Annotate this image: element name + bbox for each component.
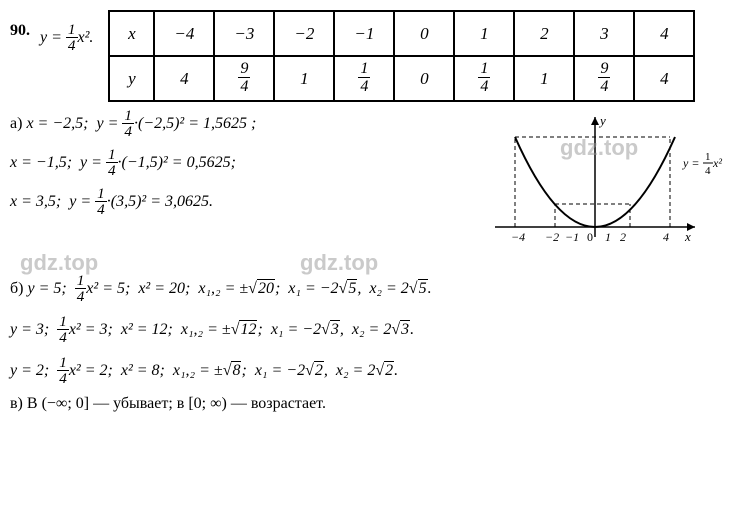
table-cell: 14 <box>454 56 514 101</box>
calc-line: y = 2; 14x² = 2; x² = 8; x₁,₂ = ±8; x₁ =… <box>10 353 725 388</box>
calc-line: x = −1,5; y = 14·(−1,5)² = 0,5625; <box>10 147 485 180</box>
parabola-graph: −4 −2 −1 0 1 2 4 x y y = 1 4 x² <box>485 107 725 257</box>
svg-text:4: 4 <box>705 165 711 177</box>
radicand: 3 <box>330 320 340 338</box>
calc-expr: ·(−2,5)² = 1,5625 ; <box>134 115 256 132</box>
svg-text:−4: −4 <box>511 230 525 244</box>
x-value: x = 3,5; <box>10 193 61 210</box>
svg-text:x²: x² <box>712 156 722 170</box>
eq: x² = 2; <box>69 362 113 379</box>
value-table: x −4 −3 −2 −1 0 1 2 3 4 y 4 94 1 14 0 14… <box>108 10 695 102</box>
eq: x² = 5; <box>86 280 130 297</box>
calc-line: x = 3,5; y = 14·(3,5)² = 3,0625. <box>10 186 485 219</box>
table-cell: 4 <box>154 56 214 101</box>
calc-expr: ·(−1,5)² = 0,5625; <box>118 154 236 171</box>
calc-line: б) y = 5; 14x² = 5; x² = 20; x₁,₂ = ±20;… <box>10 271 725 306</box>
sol: x₁,₂ = ± <box>173 362 223 379</box>
radicand: 5 <box>418 279 428 297</box>
eq: x² = 8; <box>121 362 165 379</box>
svg-text:4: 4 <box>663 230 669 244</box>
x2: x₂ = 2 <box>352 321 391 338</box>
x1: x₁ = −2 <box>288 280 338 297</box>
part-a-section: а) x = −2,5; y = 14·(−2,5)² = 1,5625 ; x… <box>10 102 725 257</box>
svg-text:−2: −2 <box>545 230 559 244</box>
radicand: 5 <box>347 279 357 297</box>
svg-text:−1: −1 <box>565 230 579 244</box>
x-value: x = −2,5; <box>26 115 88 132</box>
table-cell: 4 <box>634 56 694 101</box>
part-label: в) <box>10 395 23 412</box>
graph: −4 −2 −1 0 1 2 4 x y y = 1 4 x² <box>485 102 725 257</box>
calc-line: а) x = −2,5; y = 14·(−2,5)² = 1,5625 ; <box>10 108 485 141</box>
svg-text:1: 1 <box>605 230 611 244</box>
table-cell: 3 <box>574 11 634 56</box>
radicand: 2 <box>314 361 324 379</box>
table-cell: 94 <box>214 56 274 101</box>
sol: x₁,₂ = ± <box>198 280 248 297</box>
x-value: x = −1,5; <box>10 154 72 171</box>
eq: x² = 12; <box>121 321 173 338</box>
calc-expr: ·(3,5)² = 3,0625. <box>107 193 213 210</box>
svg-text:0: 0 <box>587 230 593 244</box>
formula-rhs: x² <box>78 29 90 46</box>
table-row-x: x −4 −3 −2 −1 0 1 2 3 4 <box>109 11 694 56</box>
radicand: 12 <box>239 320 257 338</box>
x1: x₁ = −2 <box>255 362 305 379</box>
table-cell: −2 <box>274 11 334 56</box>
part-b-section: б) y = 5; 14x² = 5; x² = 20; x₁,₂ = ±20;… <box>10 271 725 389</box>
table-header-x: x <box>109 11 154 56</box>
table-cell: 14 <box>334 56 394 101</box>
x1: x₁ = −2 <box>271 321 321 338</box>
svg-text:y =: y = <box>682 156 699 170</box>
svg-text:y: y <box>598 113 606 128</box>
table-cell: 1 <box>274 56 334 101</box>
y-equals: y = <box>80 154 102 171</box>
svg-text:2: 2 <box>620 230 626 244</box>
table-cell: 0 <box>394 56 454 101</box>
table-cell: 4 <box>634 11 694 56</box>
y-value: y = 3; <box>10 321 49 338</box>
radicand: 2 <box>384 361 394 379</box>
main-formula: y = 1 4 x². <box>40 10 93 55</box>
fraction: 1 4 <box>66 22 78 55</box>
radicand: 3 <box>400 320 410 338</box>
part-label: б) <box>10 280 23 297</box>
table-header-y: y <box>109 56 154 101</box>
header-row: 90. y = 1 4 x². x −4 −3 −2 −1 0 1 2 3 4 … <box>10 10 725 102</box>
part-c-section: в) В (−∞; 0] — убывает; в [0; ∞) — возра… <box>10 395 725 413</box>
y-equals: y = <box>69 193 91 210</box>
y-value: y = 5; <box>27 280 66 297</box>
eq: x² = 3; <box>69 321 113 338</box>
eq: x² = 20; <box>138 280 190 297</box>
y-value: y = 2; <box>10 362 49 379</box>
table-cell: −4 <box>154 11 214 56</box>
table-cell: −1 <box>334 11 394 56</box>
x2: x₂ = 2 <box>369 280 408 297</box>
table-row-y: y 4 94 1 14 0 14 1 94 4 <box>109 56 694 101</box>
svg-text:x: x <box>684 229 691 244</box>
frac-den: 4 <box>66 38 78 55</box>
y-equals: y = <box>96 115 118 132</box>
table-cell: −3 <box>214 11 274 56</box>
part-label: а) <box>10 115 22 132</box>
table-cell: 1 <box>514 56 574 101</box>
radicand: 20 <box>257 279 275 297</box>
x2: x₂ = 2 <box>336 362 375 379</box>
sol: x₁,₂ = ± <box>181 321 231 338</box>
problem-number: 90. <box>10 10 30 40</box>
monotonicity-text: В (−∞; 0] — убывает; в [0; ∞) — возраста… <box>27 395 326 412</box>
frac-num: 1 <box>66 22 78 38</box>
calc-line: y = 3; 14x² = 3; x² = 12; x₁,₂ = ±12; x₁… <box>10 312 725 347</box>
table-cell: 0 <box>394 11 454 56</box>
radicand: 8 <box>231 361 241 379</box>
table-cell: 1 <box>454 11 514 56</box>
svg-text:1: 1 <box>705 151 711 163</box>
formula-lhs: y <box>40 29 47 46</box>
table-cell: 2 <box>514 11 574 56</box>
table-cell: 94 <box>574 56 634 101</box>
